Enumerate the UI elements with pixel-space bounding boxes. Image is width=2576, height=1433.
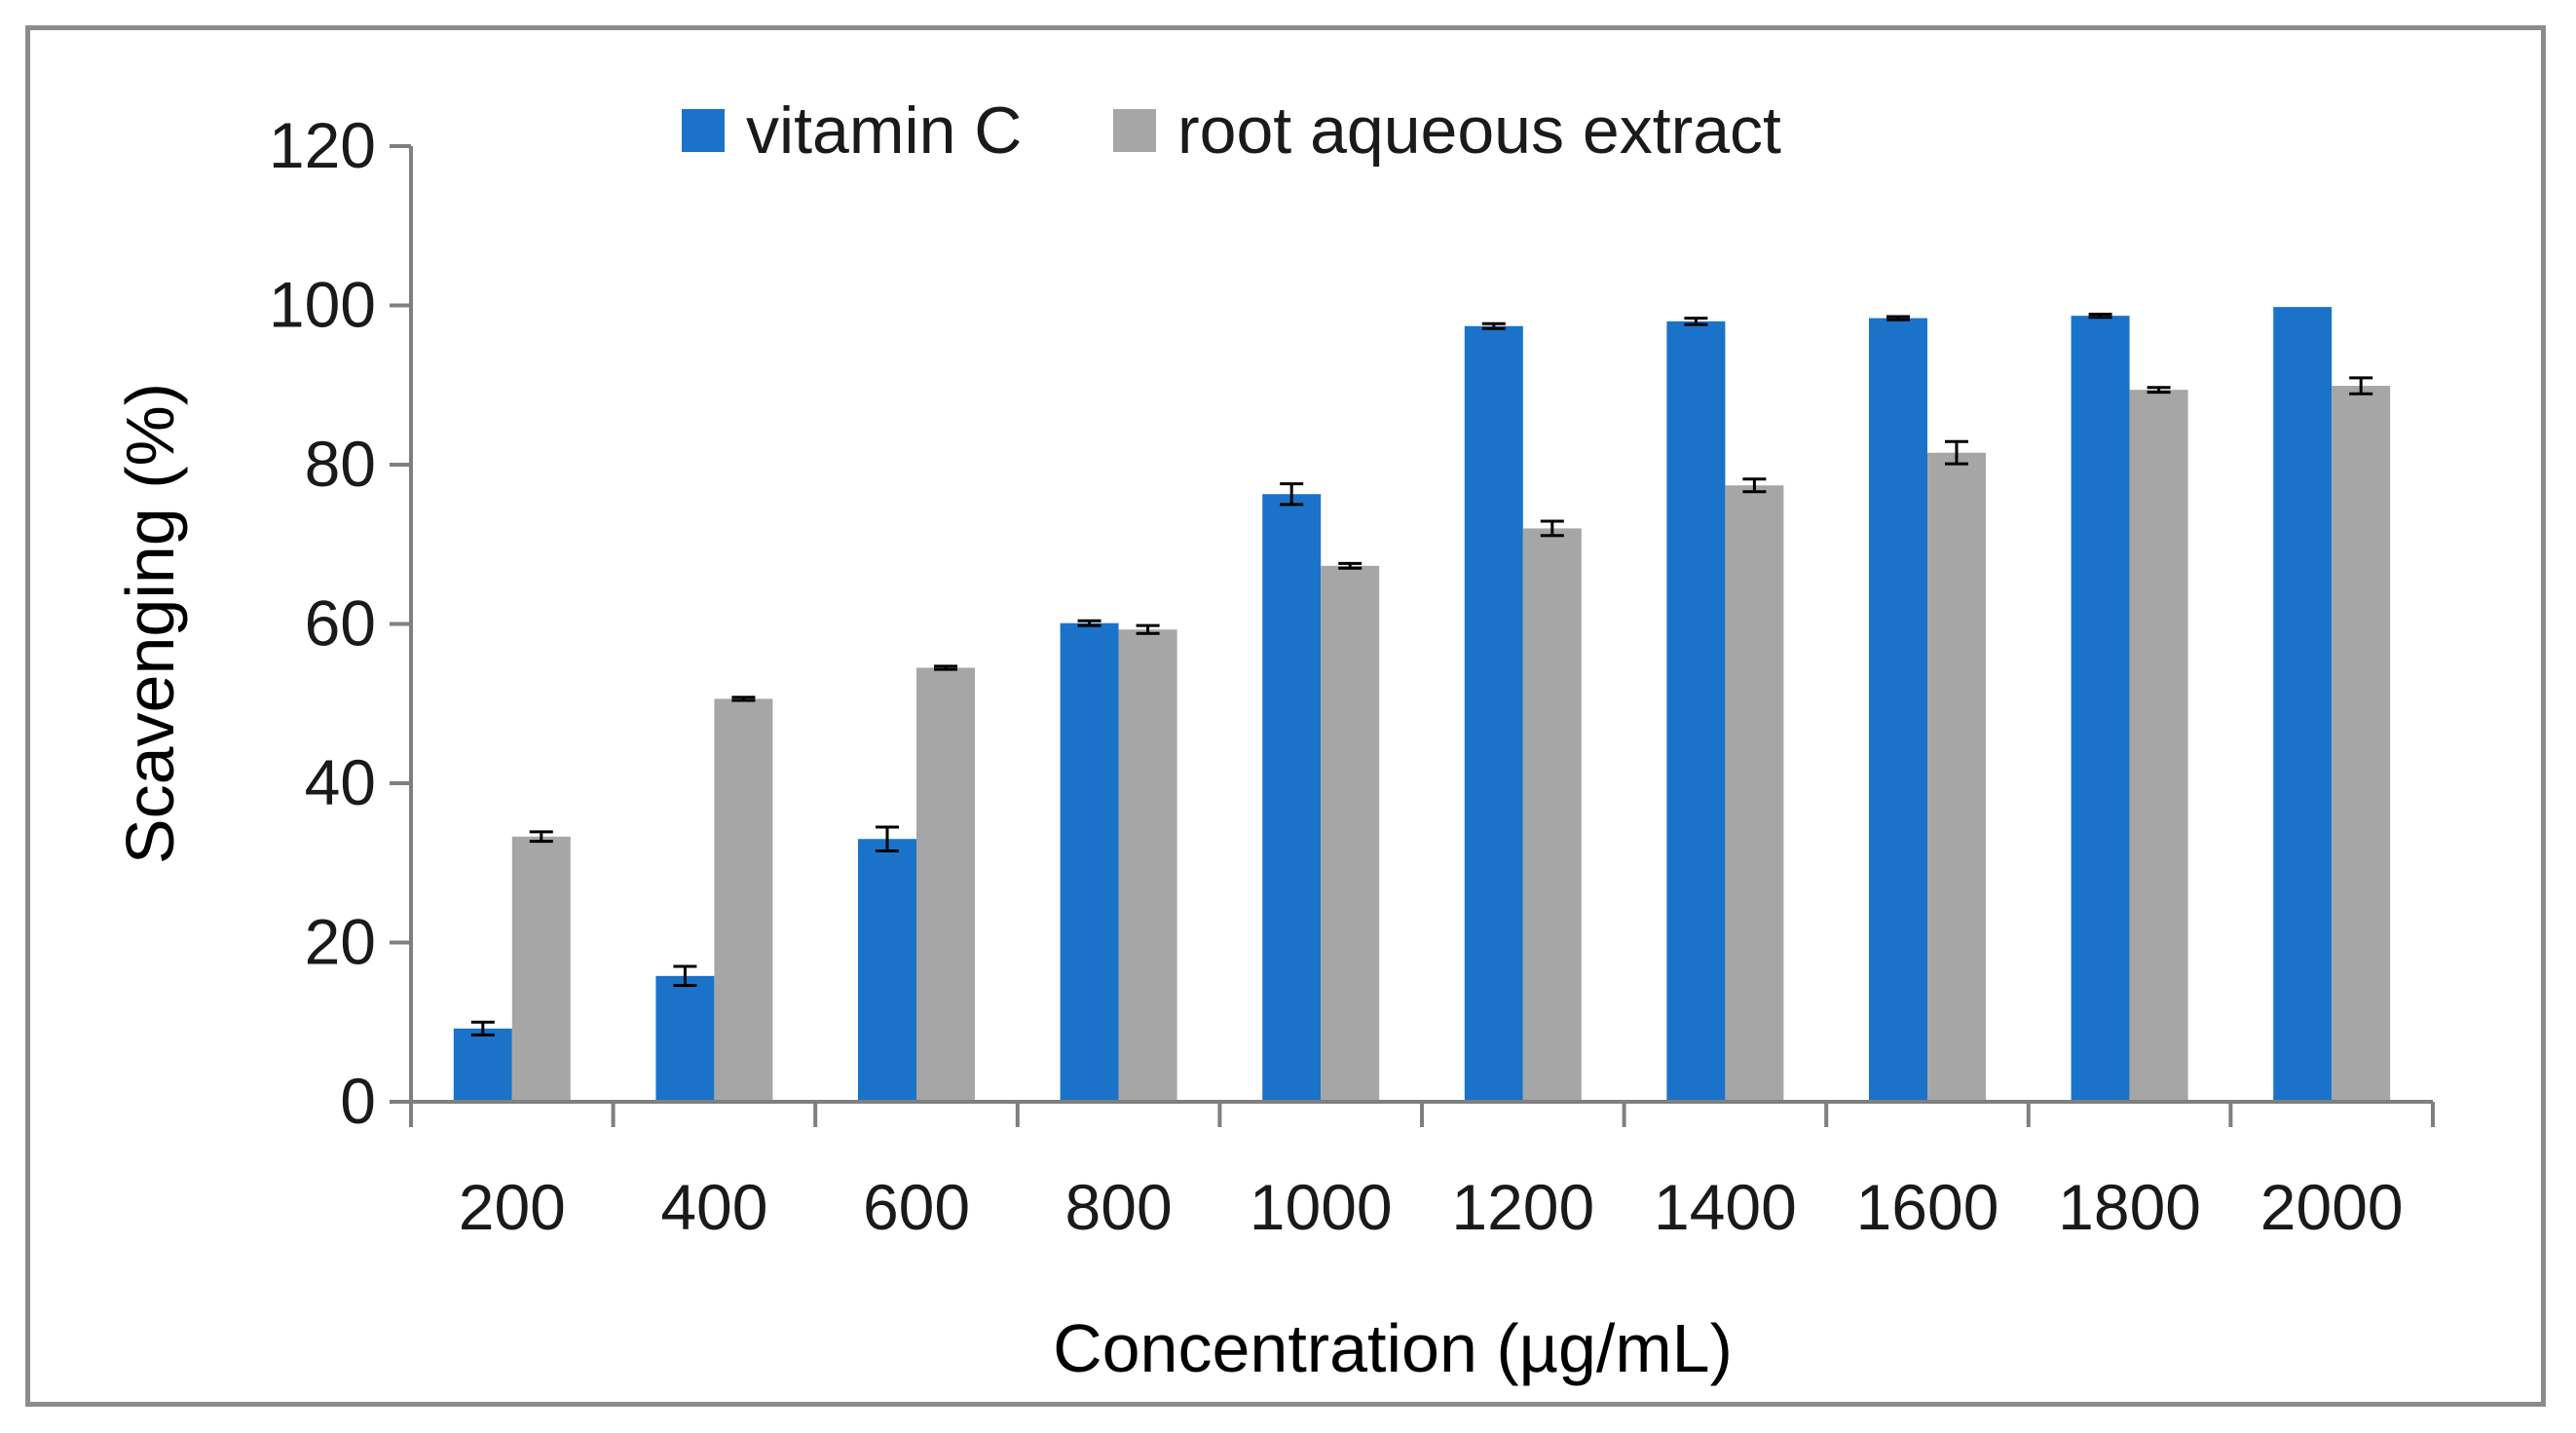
bar-vitamin-c-1800 <box>2071 316 2130 1102</box>
y-tick-label: 0 <box>340 1065 376 1137</box>
legend-label: vitamin C <box>746 94 1022 168</box>
legend: vitamin C root aqueous extract <box>682 94 1781 168</box>
error-bar-vitamin-c-1400 <box>1684 317 1708 326</box>
x-tick-label: 400 <box>660 1171 767 1243</box>
bar-root-extract-1600 <box>1927 452 1986 1102</box>
error-bar-vitamin-c-1800 <box>2088 312 2112 320</box>
x-axis-title: Concentration (µg/mL) <box>1053 1310 1733 1386</box>
error-bar-vitamin-c-600 <box>876 825 899 852</box>
y-tick-label: 40 <box>305 746 376 818</box>
error-bar-vitamin-c-800 <box>1077 619 1101 627</box>
error-bar-root-extract-1000 <box>1338 561 1363 570</box>
error-bar-vitamin-c-1600 <box>1886 315 1910 321</box>
x-tick-label: 1200 <box>1451 1171 1594 1243</box>
bar-root-extract-1000 <box>1321 565 1380 1102</box>
bar-root-extract-1800 <box>2129 390 2188 1102</box>
legend-swatch <box>682 109 725 152</box>
error-bar-root-extract-1400 <box>1742 477 1767 494</box>
y-tick-label: 100 <box>269 269 376 341</box>
x-tick-label: 800 <box>1065 1171 1173 1243</box>
error-bar-vitamin-c-400 <box>673 964 697 988</box>
y-tick-label: 20 <box>305 906 376 978</box>
bar-vitamin-c-400 <box>655 975 715 1102</box>
error-bar-root-extract-2000 <box>2349 376 2373 396</box>
error-bar-vitamin-c-200 <box>470 1020 495 1037</box>
x-tick-label: 1000 <box>1250 1171 1393 1243</box>
error-bar-root-extract-1200 <box>1540 519 1564 538</box>
x-tick-label: 1400 <box>1654 1171 1797 1243</box>
error-bar-root-extract-200 <box>529 830 553 844</box>
bar-root-extract-200 <box>511 836 571 1102</box>
axes-layer <box>390 144 2435 1127</box>
bar-root-extract-400 <box>714 698 773 1102</box>
legend-item-vitamin-c: vitamin C <box>682 94 1022 168</box>
bar-root-extract-600 <box>916 667 975 1102</box>
bar-root-extract-800 <box>1118 629 1177 1102</box>
error-bars-layer <box>470 312 2373 1037</box>
bar-root-extract-1200 <box>1522 528 1582 1102</box>
legend-swatch <box>1113 109 1156 152</box>
y-tick-label: 120 <box>269 109 376 181</box>
x-tick-label: 200 <box>459 1171 566 1243</box>
bar-vitamin-c-1600 <box>1869 318 1927 1103</box>
error-bar-root-extract-400 <box>731 696 756 702</box>
bar-vitamin-c-600 <box>858 839 916 1102</box>
bar-root-extract-2000 <box>2332 386 2391 1102</box>
x-tick-label: 2000 <box>2260 1171 2404 1243</box>
bar-root-extract-1400 <box>1725 485 1784 1102</box>
bar-vitamin-c-1200 <box>1464 325 1523 1102</box>
y-axis-title: Scavenging (%) <box>112 383 188 864</box>
bar-vitamin-c-2000 <box>2273 307 2333 1102</box>
error-bar-root-extract-800 <box>1136 623 1160 635</box>
bars-layer <box>453 307 2391 1103</box>
x-tick-label: 1800 <box>2058 1171 2201 1243</box>
error-bar-root-extract-1800 <box>2147 386 2171 395</box>
bar-vitamin-c-200 <box>453 1028 512 1102</box>
legend-item-root-extract: root aqueous extract <box>1113 94 1781 168</box>
y-tick-label: 80 <box>305 428 376 500</box>
error-bar-vitamin-c-1000 <box>1280 482 1304 507</box>
bar-vitamin-c-800 <box>1060 622 1119 1102</box>
legend-label: root aqueous extract <box>1177 94 1781 168</box>
error-bar-root-extract-600 <box>934 664 957 671</box>
error-bar-root-extract-1600 <box>1945 439 1968 466</box>
labels-layer: 0 20 40 60 80 100 120 200 400 600 800 1000 1200 1400 1… <box>112 109 2404 1386</box>
x-tick-label: 600 <box>863 1171 970 1243</box>
x-tick-label: 1600 <box>1856 1171 1999 1243</box>
y-tick-label: 60 <box>305 587 376 660</box>
error-bar-vitamin-c-1200 <box>1481 321 1506 330</box>
bar-vitamin-c-1400 <box>1666 321 1726 1103</box>
bar-vitamin-c-1000 <box>1262 494 1322 1102</box>
